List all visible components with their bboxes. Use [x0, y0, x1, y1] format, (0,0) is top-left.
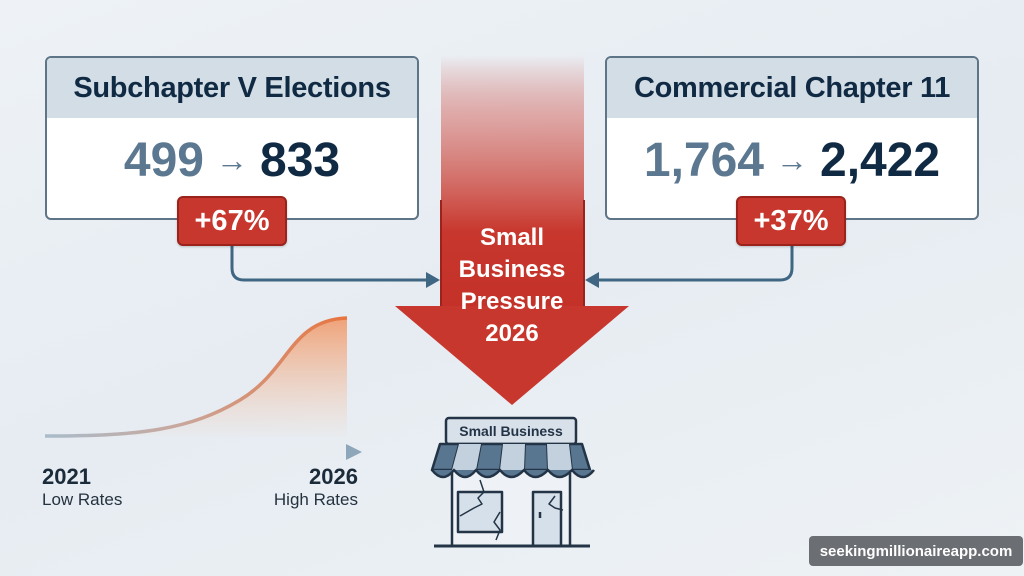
- subchapter-v-card: Subchapter V Elections 499 → 833: [45, 56, 419, 220]
- card-values: 499 → 833: [47, 118, 417, 216]
- card-title: Commercial Chapter 11: [607, 58, 977, 118]
- card-title: Subchapter V Elections: [47, 58, 417, 118]
- pressure-label-line: Business: [458, 256, 566, 283]
- right-connector-arrow: [585, 244, 794, 288]
- pressure-label: Small Business Pressure 2026: [438, 222, 586, 350]
- end-year: 2026: [309, 464, 358, 489]
- start-label: Low Rates: [42, 490, 123, 509]
- value-from: 1,764: [643, 133, 764, 187]
- interest-rate-curve: [44, 316, 362, 460]
- value-to: 2,422: [820, 133, 941, 187]
- end-label: High Rates: [273, 490, 358, 509]
- right-arrow-icon: →: [216, 141, 248, 178]
- pressure-label-line: Pressure: [460, 288, 564, 315]
- change-badge-right: +37%: [736, 196, 846, 246]
- value-to: 833: [260, 133, 341, 187]
- watermark: seekingmillionaireapp.com: [809, 536, 1023, 566]
- storefront-sign: Small Business: [459, 423, 563, 439]
- commercial-chapter-11-card: Commercial Chapter 11 1,764 → 2,422: [605, 56, 979, 220]
- start-year: 2021: [42, 464, 91, 489]
- value-from: 499: [123, 133, 204, 187]
- cracked-storefront-icon: [430, 416, 595, 548]
- left-connector-arrow: [230, 244, 440, 288]
- pressure-label-line: 2026: [485, 320, 539, 347]
- change-badge-left: +67%: [177, 196, 287, 246]
- pressure-arrow: [395, 55, 629, 405]
- pressure-label-line: Small: [479, 224, 545, 251]
- right-arrow-icon: →: [776, 141, 808, 178]
- card-values: 1,764 → 2,422: [607, 118, 977, 216]
